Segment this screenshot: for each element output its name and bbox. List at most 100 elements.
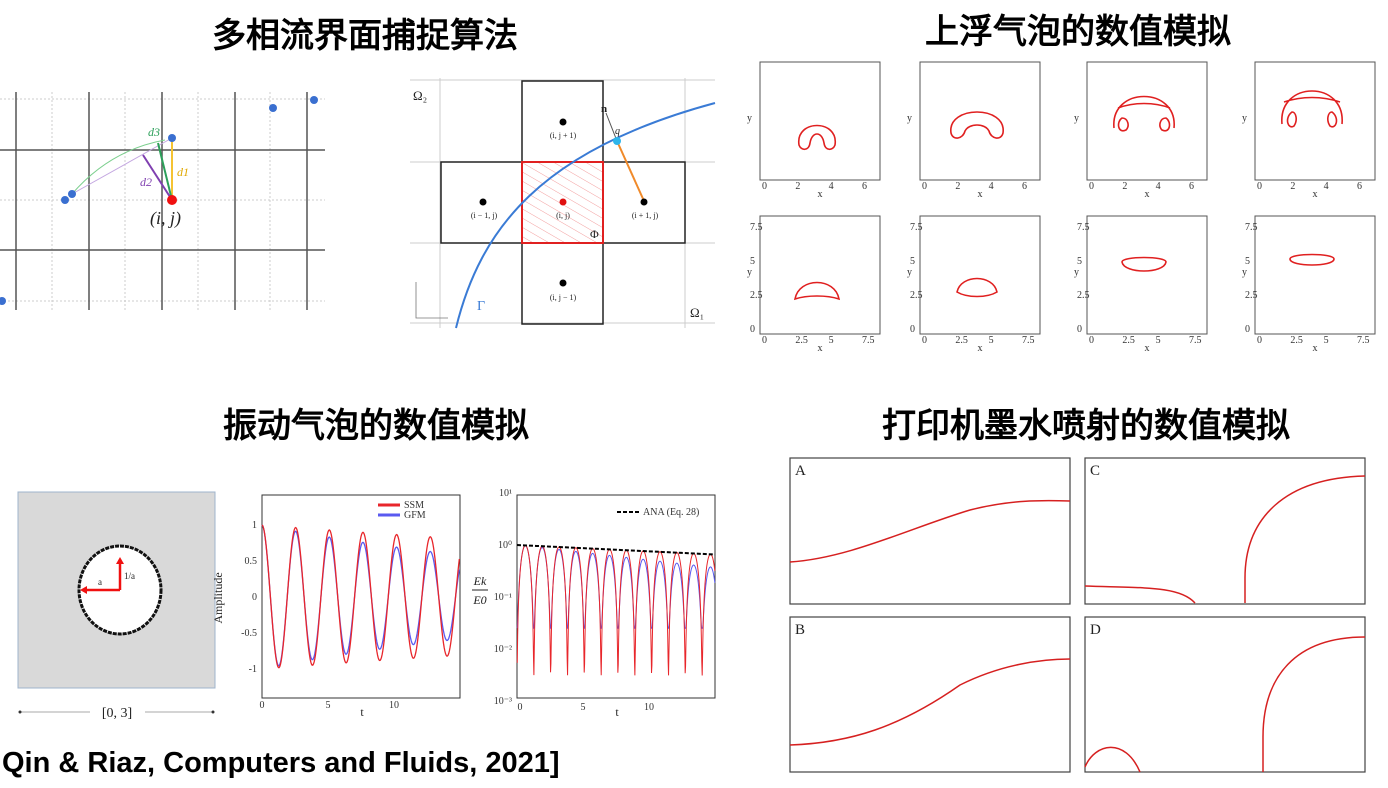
inkjet-panels: A C B D xyxy=(789,457,1366,773)
x-tick: 5 xyxy=(829,335,834,346)
bubble-interface xyxy=(1113,95,1175,132)
y-label: y xyxy=(1242,113,1247,124)
title-rising-bubble: 上浮气泡的数值模拟 xyxy=(925,12,1231,52)
ana-series xyxy=(516,544,716,556)
y-tick: 10⁻³ xyxy=(494,696,512,707)
bubble-panel: 0 2.5 5 7.5 0 2.5 5 7.5 x y xyxy=(1074,215,1208,354)
jet-interface xyxy=(789,658,1071,746)
energy-xlabel: t xyxy=(615,705,619,719)
x-tick: 6 xyxy=(1189,181,1194,192)
y-tick: 1 xyxy=(252,520,257,531)
x-label: x xyxy=(1313,343,1318,354)
label-omega1: Ω₁ xyxy=(690,305,704,320)
cell-label: (i, j) xyxy=(556,211,570,220)
amplitude-xlabel: t xyxy=(360,705,364,719)
ssm-series xyxy=(261,524,460,669)
amplitude-ylabel: Amplitude xyxy=(211,572,225,623)
label-omega2: Ω₂ xyxy=(413,88,427,103)
inkjet-panel: B xyxy=(789,616,1071,773)
amplitude-plot: Amplitude t SSM GFM 1 0.5 0 -0.5 -1 0 5 10 xyxy=(211,494,461,719)
bubble-panel: 0 2 4 6 x y xyxy=(1074,61,1208,200)
y-tick: 10⁻¹ xyxy=(494,592,512,603)
title-interface-capture: 多相流界面捕捉算法 xyxy=(212,16,518,56)
y-tick: 10⁰ xyxy=(498,540,512,551)
x-tick: 4 xyxy=(829,181,834,192)
panel-frame xyxy=(1084,457,1366,605)
x-tick: 4 xyxy=(1156,181,1161,192)
bubble-panel: 0 2.5 5 7.5 0 2.5 5 7.5 x y xyxy=(907,215,1041,354)
x-tick: 7.5 xyxy=(1022,335,1035,346)
panel-label: C xyxy=(1090,463,1100,479)
label-d1: d1 xyxy=(177,165,189,179)
panel-frame xyxy=(759,61,881,181)
label-n: n xyxy=(601,103,607,115)
inkjet-panel: C xyxy=(1084,457,1366,605)
x-tick: 0 xyxy=(922,335,927,346)
x-label: x xyxy=(978,343,983,354)
x-tick: 6 xyxy=(1357,181,1362,192)
y-tick: 7.5 xyxy=(910,222,923,233)
label-gamma: Γ xyxy=(477,299,485,314)
bubble-interface xyxy=(1121,256,1167,272)
x-tick: 0 xyxy=(518,702,523,713)
x-tick: 6 xyxy=(862,181,867,192)
x-tick: 0 xyxy=(1089,181,1094,192)
rising-bubble-panels: 0 2 4 6 x y 0 2 4 6 x y 0 2 4 6 x y 0 2 4 6 x y 0 2.5 5 7.5 0 2.5 5 7.5… xyxy=(747,61,1376,354)
inkjet-panel: D xyxy=(1084,616,1366,773)
bubble-panel: 0 2 4 6 x y xyxy=(747,61,881,200)
y-tick: 2.5 xyxy=(910,290,923,301)
bubble-interface xyxy=(793,281,841,301)
y-tick: -0.5 xyxy=(241,628,257,639)
oscillating-bubble-domain: a 1/a [0, 3] xyxy=(17,491,216,721)
y-tick: 7.5 xyxy=(750,222,763,233)
label-a: a xyxy=(98,577,102,587)
cell-label: (i − 1, j) xyxy=(471,211,498,220)
label-inv-a: 1/a xyxy=(124,571,135,581)
bubble-panel: 0 2.5 5 7.5 0 2.5 5 7.5 x y xyxy=(1242,215,1376,354)
y-tick: 0.5 xyxy=(245,556,258,567)
label-q: q xyxy=(615,126,620,137)
x-tick: 2.5 xyxy=(955,335,968,346)
x-label: x xyxy=(818,343,823,354)
cell-label: (i, j − 1) xyxy=(550,293,577,302)
x-tick: 2 xyxy=(955,181,960,192)
jet-interface xyxy=(1084,475,1366,604)
panel-label: A xyxy=(795,463,806,479)
x-tick: 5 xyxy=(326,700,331,711)
inkjet-panel: A xyxy=(789,457,1071,605)
title-inkjet: 打印机墨水喷射的数值模拟 xyxy=(882,406,1290,446)
x-tick: 5 xyxy=(989,335,994,346)
cell-label: (i, j + 1) xyxy=(550,131,577,140)
jet-interface xyxy=(789,499,1071,563)
y-tick: 2.5 xyxy=(1077,290,1090,301)
panel-frame xyxy=(1086,215,1208,335)
x-tick: 10 xyxy=(389,700,399,711)
y-tick: 5 xyxy=(1245,256,1250,267)
y-label: y xyxy=(907,113,912,124)
panel-label: D xyxy=(1090,622,1101,638)
x-tick: 2 xyxy=(1290,181,1295,192)
x-tick: 7.5 xyxy=(1357,335,1370,346)
x-tick: 0 xyxy=(260,700,265,711)
x-tick: 0 xyxy=(762,335,767,346)
panel-frame xyxy=(919,61,1041,181)
x-tick: 7.5 xyxy=(862,335,875,346)
x-tick: 0 xyxy=(1257,335,1262,346)
y-label: y xyxy=(747,267,752,278)
x-label: x xyxy=(1145,189,1150,200)
y-tick: -1 xyxy=(249,664,257,675)
bubble-interface xyxy=(1281,90,1343,128)
ssm-energy-series xyxy=(516,544,716,676)
x-label: x xyxy=(1145,343,1150,354)
bubble-interface xyxy=(956,277,998,298)
x-tick: 4 xyxy=(1324,181,1329,192)
y-tick: 0 xyxy=(750,324,755,335)
x-tick: 4 xyxy=(989,181,994,192)
y-label: y xyxy=(1074,267,1079,278)
y-tick: 5 xyxy=(1077,256,1082,267)
x-tick: 10 xyxy=(644,702,654,713)
y-tick: 2.5 xyxy=(750,290,763,301)
citation: Qin & Riaz, Computers and Fluids, 2021] xyxy=(2,747,560,779)
bubble-interface xyxy=(950,111,1004,139)
panel-label: B xyxy=(795,622,805,638)
